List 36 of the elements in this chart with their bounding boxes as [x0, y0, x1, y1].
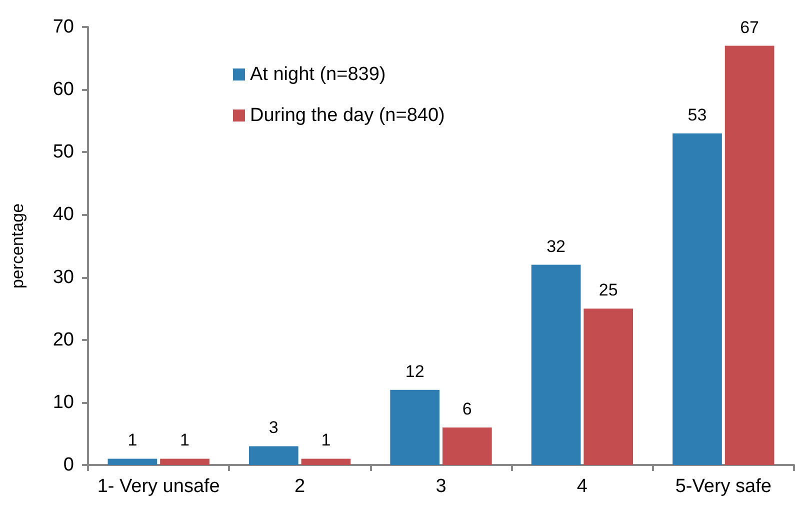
- y-tick-label: 30: [52, 266, 74, 288]
- bar: [672, 133, 722, 465]
- y-tick-label: 60: [52, 79, 74, 100]
- legend-label: During the day (n=840): [250, 105, 445, 126]
- y-tick-label: 50: [52, 142, 74, 163]
- data-label: 1: [128, 430, 138, 450]
- x-tick-label: 3: [436, 476, 446, 497]
- bar: [248, 446, 298, 465]
- bar: [724, 46, 774, 465]
- data-label: 53: [688, 105, 707, 124]
- data-label: 6: [462, 399, 472, 418]
- data-label: 32: [546, 236, 566, 256]
- bar: [584, 308, 634, 465]
- bar: [390, 390, 440, 465]
- y-axis-title: percentage: [8, 203, 27, 289]
- data-label: 25: [598, 280, 618, 300]
- bar: [531, 264, 581, 465]
- y-tick-label: 20: [52, 329, 74, 350]
- x-tick-label: 1- Very unsafe: [97, 476, 220, 497]
- y-tick-label: 0: [63, 454, 74, 476]
- data-label: 1: [321, 430, 331, 450]
- y-tick-label: 70: [52, 16, 74, 38]
- data-label: 3: [268, 418, 278, 438]
- bar: [108, 458, 158, 465]
- legend-label: At night (n=839): [250, 64, 386, 85]
- data-label: 67: [740, 18, 760, 37]
- y-tick-label: 40: [52, 204, 74, 226]
- x-tick-label: 2: [294, 476, 306, 497]
- y-tick-label: 10: [52, 392, 74, 413]
- bar: [442, 427, 492, 465]
- bar: [301, 458, 351, 465]
- bar: [160, 458, 210, 465]
- data-label: 12: [405, 362, 424, 381]
- data-label: 1: [180, 430, 190, 450]
- x-tick-label: 5-Very safe: [675, 476, 772, 497]
- x-tick-label: 4: [576, 476, 588, 497]
